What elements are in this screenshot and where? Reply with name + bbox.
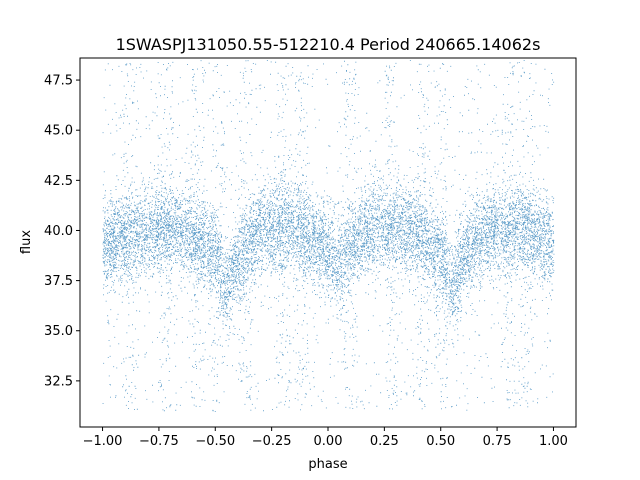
- x-axis-label: phase: [308, 457, 347, 472]
- x-tick-label: 0.25: [370, 434, 399, 449]
- y-axis-label: flux: [19, 230, 34, 254]
- x-tick-label: 1.00: [539, 434, 568, 449]
- x-tick-label: −0.75: [139, 434, 179, 449]
- x-tick-label: −0.25: [252, 434, 292, 449]
- y-tick-label: 45.0: [44, 124, 73, 139]
- y-tick-label: 47.5: [44, 74, 73, 89]
- scatter-points: [102, 60, 555, 412]
- y-tick-label: 32.5: [44, 374, 73, 389]
- y-axis: 32.5 35.0 37.5 40.0 42.5 45.0 47.5: [44, 74, 80, 389]
- x-tick-label: 0.00: [314, 434, 343, 449]
- y-tick-label: 42.5: [44, 174, 73, 189]
- y-tick-label: 40.0: [44, 224, 73, 239]
- x-tick-label: −1.00: [83, 434, 123, 449]
- y-tick-label: 35.0: [44, 324, 73, 339]
- x-tick-label: −0.50: [195, 434, 235, 449]
- x-tick-label: 0.75: [483, 434, 512, 449]
- x-tick-label: 0.50: [426, 434, 455, 449]
- scatter-series: [102, 60, 555, 412]
- x-axis: −1.00 −0.75 −0.50 −0.25 0.00 0.25 0.50 0.75 1.00: [83, 427, 568, 449]
- y-tick-label: 37.5: [44, 274, 73, 289]
- chart-title: 1SWASPJ131050.55-512210.4 Period 240665.…: [116, 35, 541, 54]
